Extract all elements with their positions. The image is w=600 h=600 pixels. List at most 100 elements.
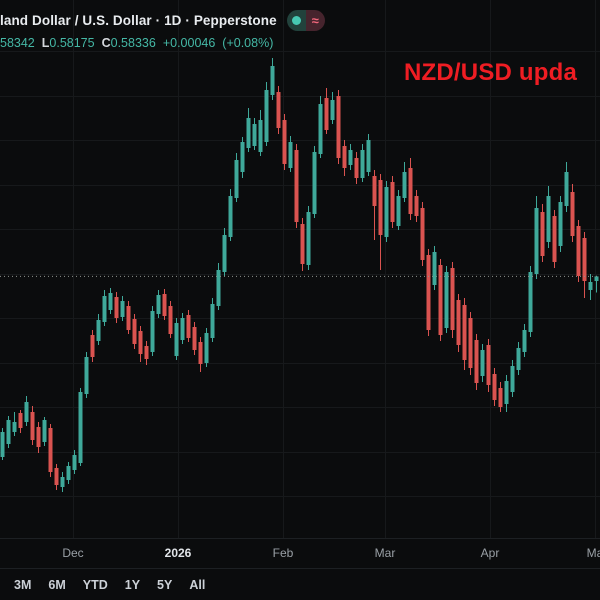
candle: [324, 88, 329, 134]
candle: [462, 298, 467, 370]
candle: [330, 92, 335, 124]
candle: [450, 262, 455, 338]
grid-layer: [0, 0, 600, 538]
range-button-6m[interactable]: 6M: [41, 575, 72, 595]
candle: [360, 144, 365, 182]
candle: [168, 301, 173, 338]
candle: [282, 114, 287, 170]
candle: [288, 136, 293, 172]
candle: [468, 312, 473, 375]
candles-layer: [0, 58, 599, 492]
candle: [162, 289, 167, 320]
candle: [60, 472, 65, 492]
candle: [498, 382, 503, 412]
candle: [0, 428, 5, 460]
candle: [204, 328, 209, 367]
candle: [516, 342, 521, 375]
candle: [300, 218, 305, 271]
candle: [48, 424, 53, 477]
candle: [504, 375, 509, 412]
candle: [576, 220, 581, 282]
candle: [432, 246, 437, 290]
approximate-data-button[interactable]: ≈: [305, 9, 325, 31]
candle: [144, 341, 149, 365]
candle: [366, 134, 371, 176]
candle: [126, 301, 131, 334]
candle: [192, 322, 197, 355]
time-tick-label: Mar: [374, 546, 396, 560]
range-toolbar: 3M 6M YTD 1Y 5Y All: [0, 568, 600, 600]
candle: [372, 170, 377, 240]
time-tick-label: Apr: [480, 546, 500, 560]
candle: [102, 290, 107, 326]
candle: [246, 108, 251, 152]
time-tick-label: Dec: [62, 546, 84, 560]
market-open-dot-icon: [291, 15, 301, 25]
time-tick-label: Feb: [272, 546, 294, 560]
candle: [186, 310, 191, 342]
candle: [456, 294, 461, 352]
range-button-all[interactable]: All: [182, 575, 212, 595]
candle: [120, 296, 125, 321]
candle: [342, 140, 347, 176]
range-button-3m[interactable]: 3M: [7, 575, 38, 595]
candle: [18, 410, 23, 433]
candle: [12, 412, 17, 436]
candle: [570, 184, 575, 242]
candle: [312, 146, 317, 218]
candle: [486, 339, 491, 392]
status-pill: ≈: [286, 9, 325, 31]
candle: [114, 292, 119, 323]
candle: [96, 314, 101, 345]
candle: [396, 190, 401, 230]
candle: [228, 189, 233, 241]
candle: [522, 324, 527, 357]
market-status-button[interactable]: [286, 9, 306, 31]
candle: [264, 82, 269, 146]
candle: [378, 174, 383, 270]
range-button-1y[interactable]: 1Y: [118, 575, 147, 595]
candle: [408, 158, 413, 220]
candle: [54, 464, 59, 490]
candle: [420, 202, 425, 266]
candle: [306, 206, 311, 270]
candle: [546, 186, 551, 248]
range-button-ytd[interactable]: YTD: [76, 575, 115, 595]
range-button-5y[interactable]: 5Y: [150, 575, 179, 595]
candle: [336, 90, 341, 164]
candle: [276, 86, 281, 134]
chart-text-annotation[interactable]: NZD/USD upda: [404, 59, 578, 86]
candle: [78, 388, 83, 466]
candle: [258, 110, 263, 156]
candle: [474, 334, 479, 390]
candle: [294, 144, 299, 228]
candle: [66, 462, 71, 484]
candle: [564, 162, 569, 212]
candle: [348, 144, 353, 170]
candle: [72, 450, 77, 474]
candle: [150, 306, 155, 356]
candle: [402, 162, 407, 202]
candle: [438, 259, 443, 341]
time-tick-label: 2026: [164, 546, 192, 560]
candle: [480, 344, 485, 382]
candle: [426, 249, 431, 336]
candle: [528, 266, 533, 337]
candle: [156, 290, 161, 318]
symbol-title[interactable]: land Dollar / U.S. Dollar · 1D · Peppers…: [0, 12, 277, 28]
candle: [582, 232, 587, 298]
time-axis[interactable]: Dec 2026 Feb Mar Apr Ma: [0, 538, 600, 569]
price-chart[interactable]: [0, 0, 600, 538]
time-tick-label: Ma: [586, 546, 600, 560]
candle: [240, 137, 245, 178]
candle: [558, 196, 563, 252]
candle: [234, 153, 239, 202]
candle: [492, 368, 497, 406]
candle: [30, 406, 35, 445]
candle: [138, 326, 143, 362]
candle: [270, 58, 275, 100]
candle: [42, 417, 47, 446]
candle: [594, 275, 599, 293]
candle: [390, 176, 395, 228]
